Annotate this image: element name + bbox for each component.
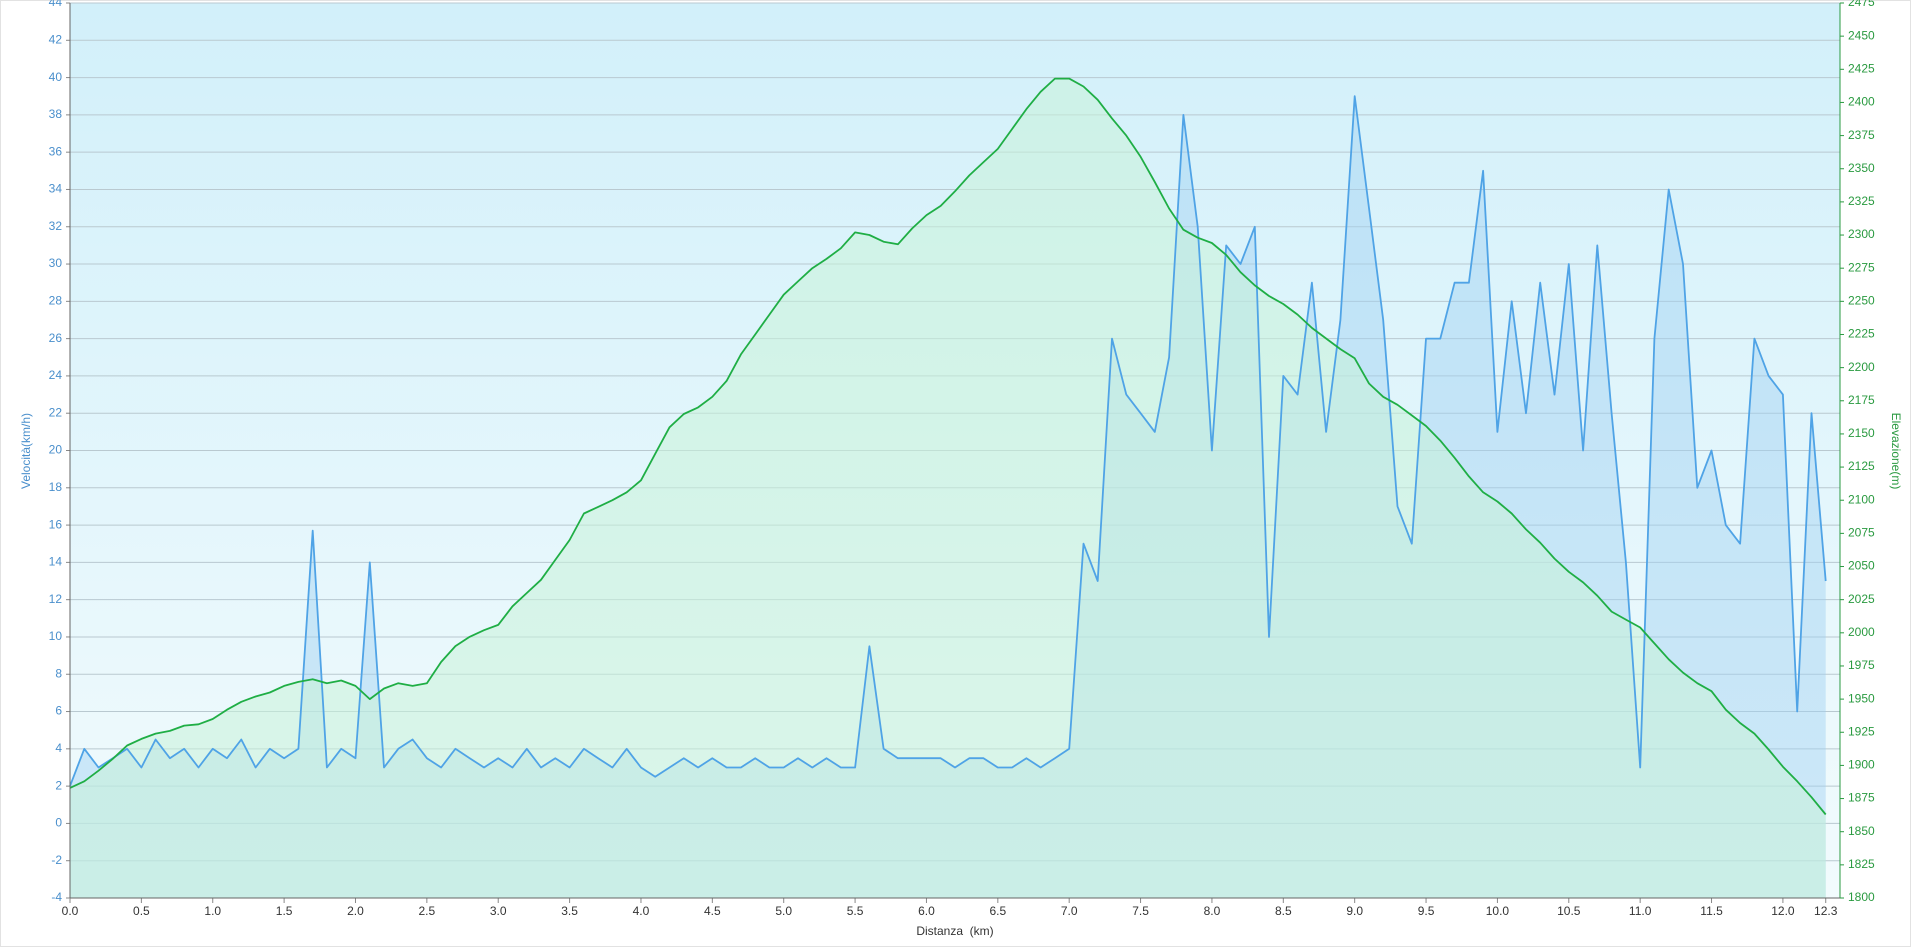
x-tick-label: 10.5 bbox=[1557, 904, 1581, 918]
x-tick-label: 8.0 bbox=[1204, 904, 1221, 918]
x-tick-label: 1.5 bbox=[276, 904, 293, 918]
x-tick-label: 3.0 bbox=[490, 904, 507, 918]
x-tick-label: 5.5 bbox=[847, 904, 864, 918]
x-tick-label: 5.0 bbox=[775, 904, 792, 918]
x-tick-label: 2.0 bbox=[347, 904, 364, 918]
y2-tick-label: 2250 bbox=[1848, 294, 1875, 308]
area bbox=[70, 78, 1826, 899]
y-tick-label: 38 bbox=[49, 107, 63, 121]
y2-tick-label: 2400 bbox=[1848, 95, 1875, 109]
y-tick-label: 40 bbox=[49, 70, 63, 84]
y-tick-label: 14 bbox=[49, 555, 63, 569]
x-tick-label: 7.5 bbox=[1132, 904, 1149, 918]
x-tick-label: 12.0 bbox=[1771, 904, 1795, 918]
y-tick-label: 42 bbox=[49, 32, 63, 46]
y2-tick-label: 1825 bbox=[1848, 857, 1875, 871]
y-tick-label: 30 bbox=[49, 256, 63, 270]
x-tick-label: 6.5 bbox=[989, 904, 1006, 918]
x-tick-label: 9.0 bbox=[1346, 904, 1363, 918]
y2-tick-label: 1875 bbox=[1848, 791, 1875, 805]
x-tick-label: 0.5 bbox=[133, 904, 150, 918]
x-tick-label: 12.3 bbox=[1814, 904, 1838, 918]
x-tick-label: 6.0 bbox=[918, 904, 935, 918]
y-tick-label: -4 bbox=[51, 890, 62, 904]
y-tick-label: 4 bbox=[55, 741, 62, 755]
y2-tick-label: 2300 bbox=[1848, 227, 1875, 241]
x-tick-label: 0.0 bbox=[62, 904, 79, 918]
y2-axis-label: Elevazione(m) bbox=[1889, 413, 1903, 490]
y2-tick-label: 2350 bbox=[1848, 161, 1875, 175]
y2-tick-label: 2000 bbox=[1848, 625, 1875, 639]
y-tick-label: 36 bbox=[49, 144, 63, 158]
line bbox=[69, 77, 1827, 816]
y-tick-label: 2 bbox=[55, 778, 62, 792]
y2-tick-label: 2125 bbox=[1848, 459, 1875, 473]
y-tick-label: 22 bbox=[49, 405, 63, 419]
y2-tick-label: 2450 bbox=[1848, 28, 1875, 42]
x-tick-label: 1.0 bbox=[204, 904, 221, 918]
y-axis-label: Velocità(km/h) bbox=[19, 413, 33, 489]
y2-tick-label: 2150 bbox=[1848, 426, 1875, 440]
y2-tick-label: 2275 bbox=[1848, 260, 1875, 274]
y-tick-label: 34 bbox=[49, 182, 63, 196]
x-tick-label: 4.0 bbox=[633, 904, 650, 918]
y-tick-label: 8 bbox=[55, 666, 62, 680]
y-tick-label: 20 bbox=[49, 443, 63, 457]
y2-tick-label: 2025 bbox=[1848, 592, 1875, 606]
y2-tick-label: 1900 bbox=[1848, 758, 1875, 772]
y2-tick-label: 2425 bbox=[1848, 61, 1875, 75]
y-tick-label: 28 bbox=[49, 294, 63, 308]
x-tick-label: 11.5 bbox=[1700, 904, 1723, 918]
y2-tick-label: 1925 bbox=[1848, 724, 1875, 738]
y-tick-label: 12 bbox=[49, 592, 63, 606]
x-tick-label: 11.0 bbox=[1629, 904, 1652, 918]
y-tick-label: -2 bbox=[51, 853, 62, 867]
y2-tick-label: 1950 bbox=[1848, 691, 1875, 705]
x-axis-label: Distanza (km) bbox=[916, 924, 993, 938]
y2-tick-label: 1800 bbox=[1848, 890, 1875, 904]
y2-tick-label: 1975 bbox=[1848, 658, 1875, 672]
y-tick-label: 32 bbox=[49, 219, 63, 233]
y-tick-label: 6 bbox=[55, 704, 62, 718]
x-tick-label: 4.5 bbox=[704, 904, 721, 918]
y2-tick-label: 2175 bbox=[1848, 393, 1875, 407]
y2-tick-label: 1850 bbox=[1848, 824, 1875, 838]
y2-tick-label: 2075 bbox=[1848, 526, 1875, 540]
x-tick-label: 8.5 bbox=[1275, 904, 1292, 918]
y-tick-label: 0 bbox=[55, 816, 62, 830]
y2-tick-label: 2050 bbox=[1848, 559, 1875, 573]
y2-tick-label: 2475 bbox=[1848, 0, 1875, 9]
y-tick-label: 18 bbox=[49, 480, 63, 494]
y-tick-label: 10 bbox=[49, 629, 63, 643]
x-tick-label: 10.0 bbox=[1486, 904, 1510, 918]
y2-tick-label: 2100 bbox=[1848, 492, 1875, 506]
x-tick-label: 3.5 bbox=[561, 904, 578, 918]
y-tick-label: 16 bbox=[49, 517, 63, 531]
y2-tick-label: 2325 bbox=[1848, 194, 1875, 208]
line bbox=[69, 95, 1827, 787]
y-tick-label: 26 bbox=[49, 331, 63, 345]
x-tick-label: 2.5 bbox=[419, 904, 436, 918]
y2-tick-label: 2375 bbox=[1848, 128, 1875, 142]
y-tick-label: 44 bbox=[49, 0, 63, 9]
x-tick-label: 7.0 bbox=[1061, 904, 1078, 918]
y2-tick-label: 2200 bbox=[1848, 360, 1875, 374]
y-tick-label: 24 bbox=[49, 368, 63, 382]
x-tick-label: 9.5 bbox=[1418, 904, 1435, 918]
y2-tick-label: 2225 bbox=[1848, 327, 1875, 341]
